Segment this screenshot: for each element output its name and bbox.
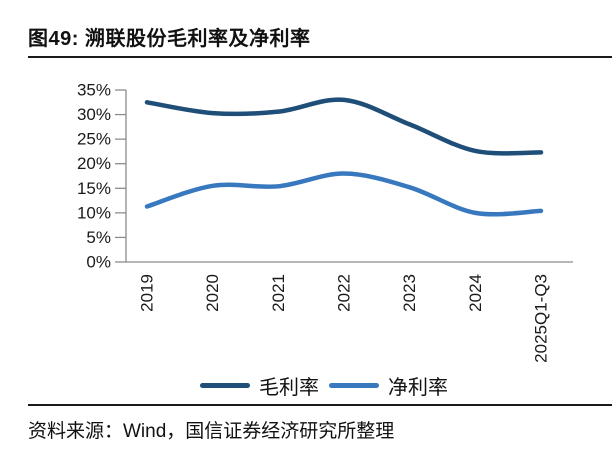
y-tick-label: 30% bbox=[77, 105, 111, 124]
x-category-label: 2021 bbox=[269, 274, 288, 312]
title-rule bbox=[28, 56, 612, 58]
gross-margin-line-swatch-icon bbox=[200, 382, 250, 388]
x-category-label: 2020 bbox=[203, 274, 222, 312]
chart-legend: 毛利率 净利率 bbox=[0, 371, 612, 400]
y-tick-label: 15% bbox=[77, 179, 111, 198]
source-rule bbox=[28, 404, 612, 406]
legend-item-net-margin: 净利率 bbox=[329, 371, 448, 400]
net-margin-legend-label: 净利率 bbox=[388, 376, 448, 399]
series-line-0 bbox=[144, 97, 544, 156]
x-category-label: 2024 bbox=[466, 274, 485, 312]
x-category-label: 2025Q1-Q3 bbox=[532, 274, 551, 363]
x-category-label: 2019 bbox=[138, 274, 157, 312]
y-tick-label: 10% bbox=[77, 203, 111, 222]
x-category-label: 2022 bbox=[335, 274, 354, 312]
legend-item-gross-margin: 毛利率 bbox=[200, 371, 319, 400]
gross-margin-legend-label: 毛利率 bbox=[259, 376, 319, 399]
y-tick-label: 35% bbox=[77, 81, 111, 100]
y-tick-label: 5% bbox=[86, 228, 111, 247]
source-text: 资料来源：Wind，国信证券经济研究所整理 bbox=[28, 421, 395, 442]
margin-line-chart: 0% 5% 10% 15% 20% 25% 30% 35% 2019 2020 2021 2022 20… bbox=[77, 81, 573, 363]
y-tick-label: 0% bbox=[86, 253, 111, 272]
y-tick-label: 25% bbox=[77, 130, 111, 149]
y-tick-label: 20% bbox=[77, 154, 111, 173]
net-margin-line-swatch-icon bbox=[329, 382, 379, 388]
x-category-label: 2023 bbox=[400, 274, 419, 312]
figure-title: 图49: 溯联股份毛利率及净利率 bbox=[28, 28, 311, 50]
series-line-1 bbox=[144, 171, 544, 217]
